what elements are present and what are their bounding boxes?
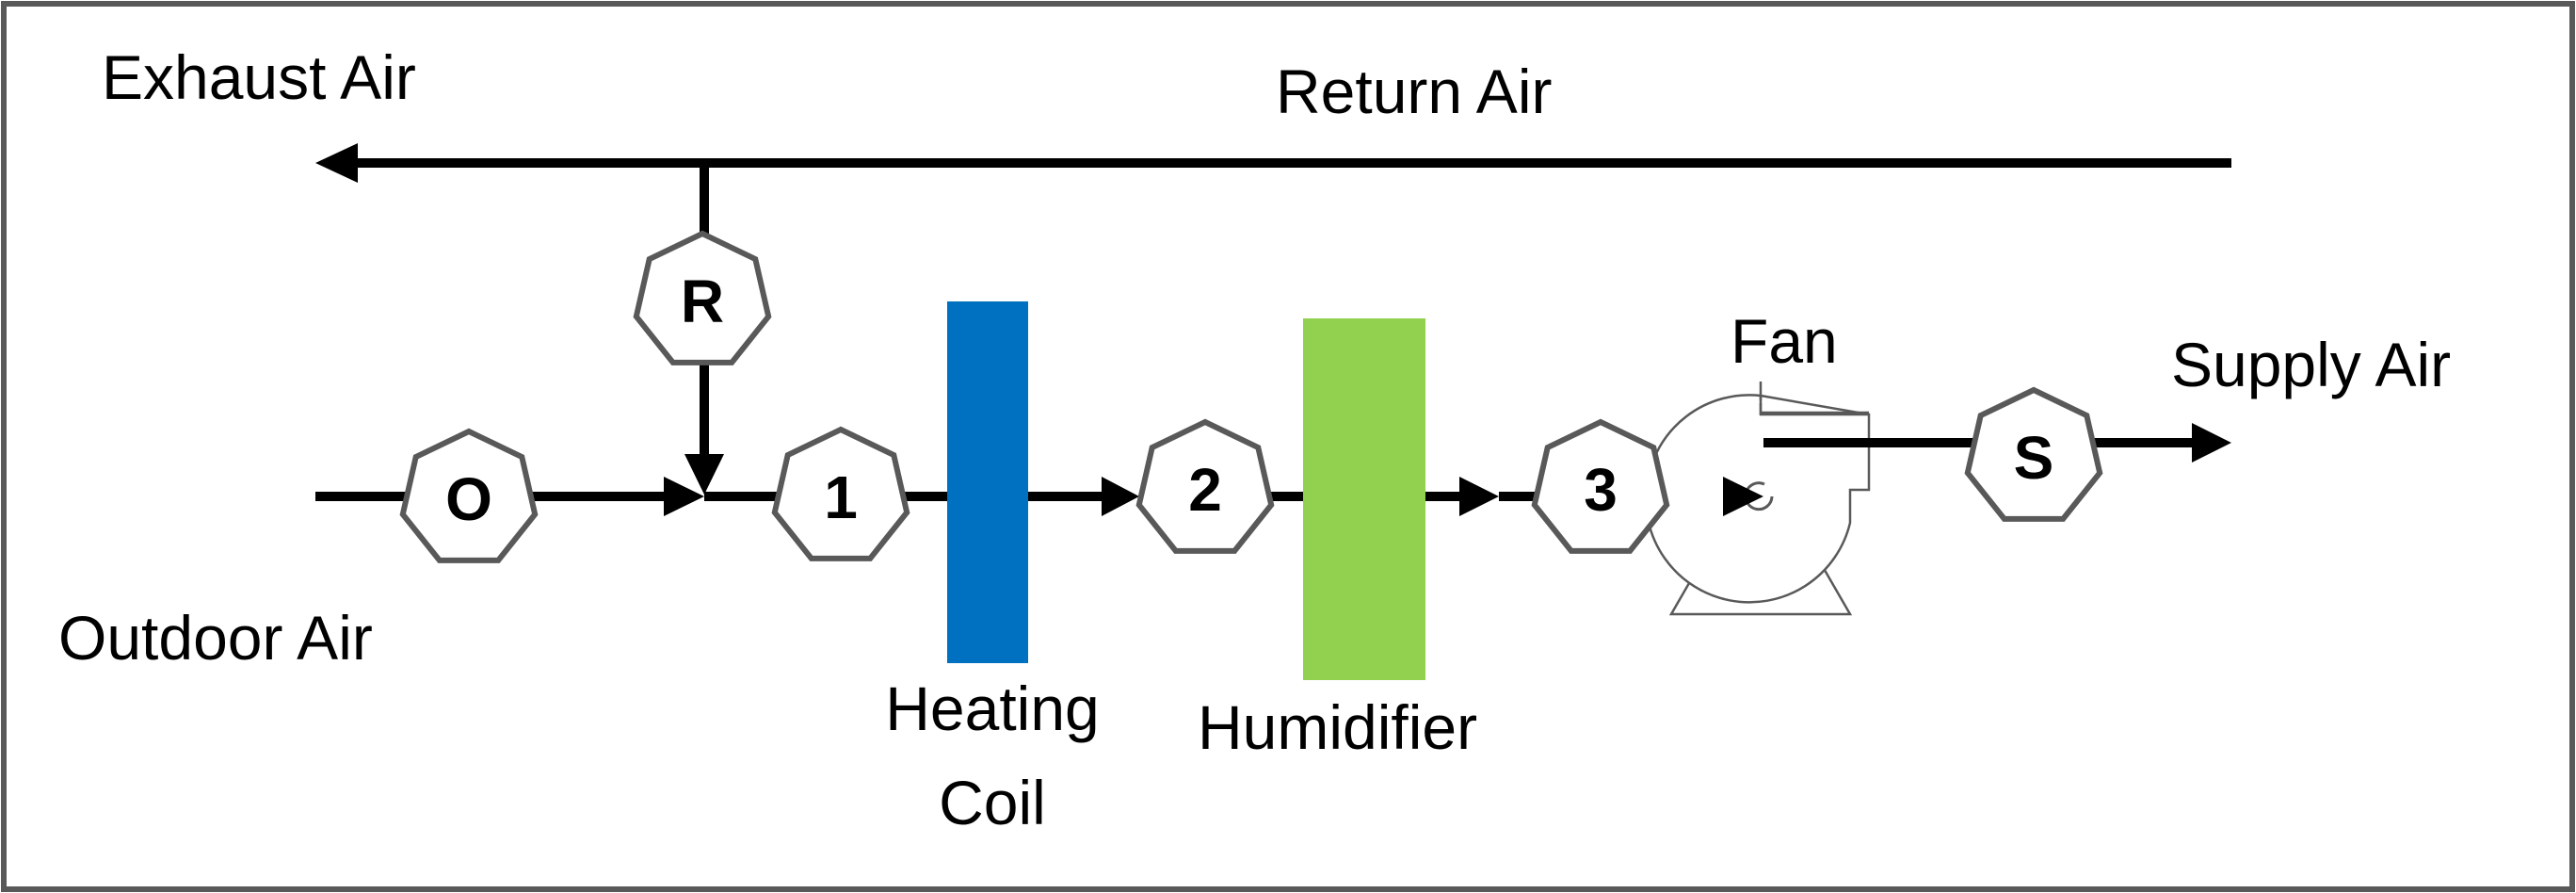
node-R: R	[636, 234, 768, 363]
node-1: 1	[775, 430, 907, 559]
node-3: 3	[1535, 422, 1666, 551]
exhaust-air-label: Exhaust Air	[102, 42, 416, 112]
node-2-label: 2	[1188, 456, 1222, 524]
node-S: S	[1968, 390, 2100, 519]
recirculation-arrow-icon	[684, 454, 724, 495]
heating-coil	[947, 301, 1028, 663]
node-1-label: 1	[824, 463, 858, 531]
return-air-label: Return Air	[1276, 57, 1552, 126]
heating-coil-label-line2: Coil	[939, 768, 1046, 837]
node-O: O	[403, 431, 535, 560]
node-3-label: 3	[1584, 456, 1618, 524]
supply-air-label: Supply Air	[2171, 330, 2451, 399]
mix-arrow-icon	[664, 477, 704, 516]
heating-coil-label-line1: Heating	[885, 674, 1100, 743]
fan-label: Fan	[1731, 306, 1838, 376]
humidifier	[1303, 318, 1425, 680]
supply-arrow-icon	[2192, 423, 2231, 463]
node-R-label: R	[681, 268, 724, 335]
node-O-label: O	[445, 465, 492, 533]
exhaust-arrow-icon	[315, 143, 358, 183]
node-2: 2	[1139, 422, 1271, 551]
node-S-label: S	[2014, 424, 2054, 492]
humidifier-outlet-arrow-icon	[1459, 477, 1499, 516]
humidifier-label: Humidifier	[1198, 692, 1477, 762]
fan-inlet-arrow-icon	[1723, 477, 1763, 516]
coil-outlet-arrow-icon	[1102, 477, 1139, 516]
outdoor-air-label: Outdoor Air	[58, 603, 373, 673]
